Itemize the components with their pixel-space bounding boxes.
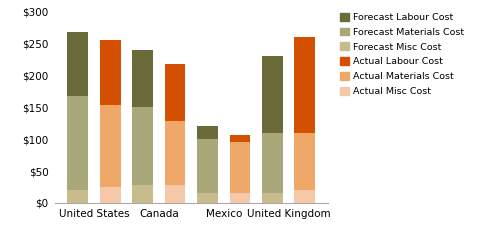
Bar [197,139,218,194]
Bar [294,37,315,133]
Bar [100,41,120,105]
Bar [100,105,120,187]
Bar [262,56,282,133]
Bar [132,185,153,203]
Bar [164,121,186,185]
Bar [164,64,186,121]
Bar [100,187,120,203]
Bar [68,96,88,190]
Bar [230,194,250,203]
Bar [230,135,250,142]
Bar [68,32,88,96]
Bar [230,142,250,194]
Bar [164,185,186,203]
Bar [262,133,282,194]
Bar [197,194,218,203]
Bar [294,190,315,203]
Legend: Forecast Labour Cost, Forecast Materials Cost, Forecast Misc Cost, Actual Labour: Forecast Labour Cost, Forecast Materials… [340,13,464,96]
Bar [262,194,282,203]
Bar [132,50,153,107]
Bar [294,133,315,190]
Bar [68,190,88,203]
Bar [132,107,153,185]
Bar [197,126,218,139]
